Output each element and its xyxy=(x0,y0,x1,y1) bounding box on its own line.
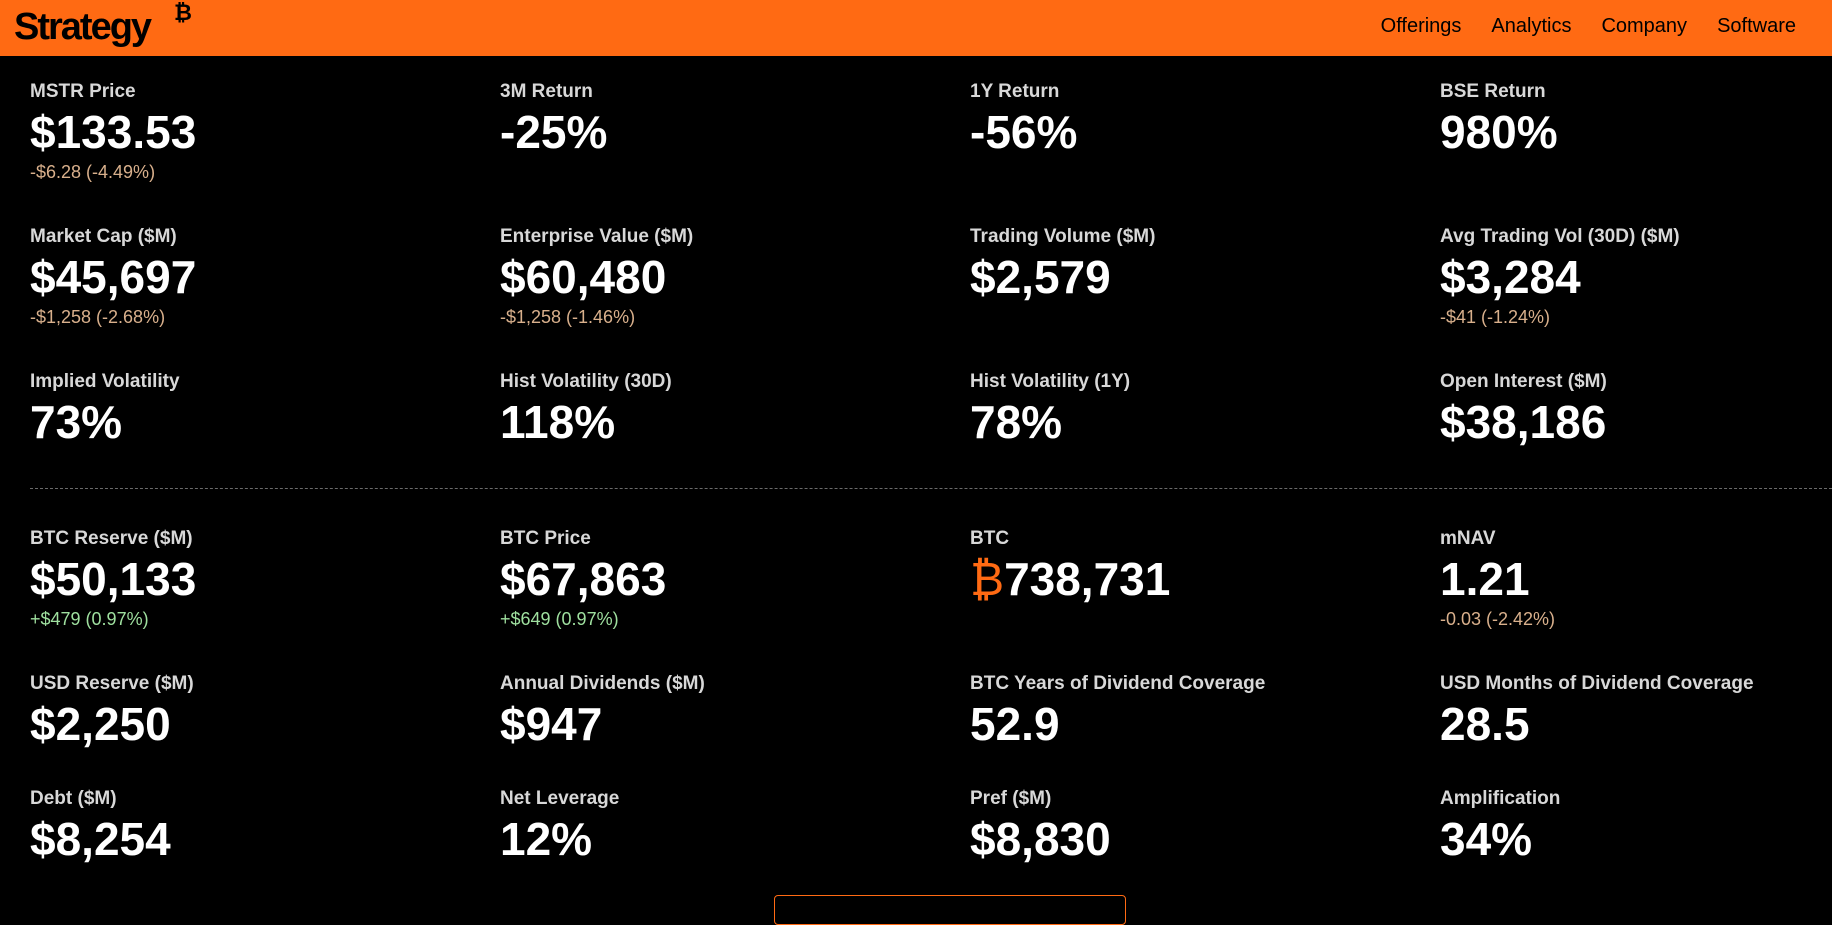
section-divider xyxy=(30,488,1832,489)
metric-btc-holdings: BTC ₿738,731 xyxy=(970,527,1410,605)
metric-amplification: Amplification 34% xyxy=(1440,787,1832,865)
metric-enterprise-value: Enterprise Value ($M) $60,480 -$1,258 (-… xyxy=(500,225,940,329)
metric-mnav: mNAV 1.21 -0.03 (-2.42%) xyxy=(1440,527,1832,631)
metric-label: Hist Volatility (30D) xyxy=(500,371,672,392)
metric-debt: Debt ($M) $8,254 xyxy=(30,787,470,865)
metric-value: 980% xyxy=(1440,106,1558,158)
nav-software[interactable]: Software xyxy=(1717,14,1796,37)
metric-net-leverage: Net Leverage 12% xyxy=(500,787,940,865)
metric-label: 1Y Return xyxy=(970,81,1060,102)
metric-label: USD Reserve ($M) xyxy=(30,673,194,694)
metric-label: MSTR Price xyxy=(30,81,136,102)
metric-value: $8,254 xyxy=(30,813,171,865)
metric-value: $45,697 xyxy=(30,251,197,303)
metric-label: Market Cap ($M) xyxy=(30,226,177,247)
strategy-logo[interactable]: Strategy xyxy=(14,6,152,48)
main-nav: Offerings Analytics Company Software xyxy=(1351,0,1796,52)
metric-label: Implied Volatility xyxy=(30,371,180,392)
metric-label: Trading Volume ($M) xyxy=(970,226,1156,247)
metric-value: 28.5 xyxy=(1440,698,1530,750)
metric-pref: Pref ($M) $8,830 xyxy=(970,787,1410,865)
metric-change: -$1,258 (-1.46%) xyxy=(500,307,636,327)
metric-usd-months-dividend-coverage: USD Months of Dividend Coverage 28.5 xyxy=(1440,672,1832,750)
metric-label: Avg Trading Vol (30D) ($M) xyxy=(1440,226,1680,247)
metric-label: 3M Return xyxy=(500,81,593,102)
metric-btc-price: BTC Price $67,863 +$649 (0.97%) xyxy=(500,527,940,631)
metric-btc-reserve: BTC Reserve ($M) $50,133 +$479 (0.97%) xyxy=(30,527,470,631)
metric-value: $3,284 xyxy=(1440,251,1581,303)
metric-value: 12% xyxy=(500,813,593,865)
metric-label: Amplification xyxy=(1440,788,1561,809)
metric-label: Open Interest ($M) xyxy=(1440,371,1607,392)
metric-value: -56% xyxy=(970,106,1078,158)
metric-label: BTC Years of Dividend Coverage xyxy=(970,673,1266,694)
metric-implied-volatility: Implied Volatility 73% xyxy=(30,370,470,448)
metric-value-number: 738,731 xyxy=(1004,553,1171,605)
metric-change: -$1,258 (-2.68%) xyxy=(30,307,166,327)
metric-value: 34% xyxy=(1440,813,1533,865)
metric-label: Enterprise Value ($M) xyxy=(500,226,694,247)
metric-value: $2,250 xyxy=(30,698,171,750)
metric-annual-dividends: Annual Dividends ($M) $947 xyxy=(500,672,940,750)
metric-value: 78% xyxy=(970,396,1063,448)
nav-offerings[interactable]: Offerings xyxy=(1380,14,1462,37)
metric-bse-return: BSE Return 980% xyxy=(1440,80,1832,158)
metric-label: Pref ($M) xyxy=(970,788,1052,809)
nav-analytics[interactable]: Analytics xyxy=(1491,14,1572,37)
metric-usd-reserve: USD Reserve ($M) $2,250 xyxy=(30,672,470,750)
metric-value: $8,830 xyxy=(970,813,1111,865)
metric-label: BTC Reserve ($M) xyxy=(30,528,193,549)
metric-value: 73% xyxy=(30,396,123,448)
bitcoin-logo-icon: ₿ xyxy=(174,0,192,25)
metric-label: Net Leverage xyxy=(500,788,620,809)
metric-hist-volatility-1y: Hist Volatility (1Y) 78% xyxy=(970,370,1410,448)
bottom-action-button[interactable] xyxy=(774,895,1126,925)
metric-label: Hist Volatility (1Y) xyxy=(970,371,1131,392)
metric-hist-volatility-30d: Hist Volatility (30D) 118% xyxy=(500,370,940,448)
metric-value: $38,186 xyxy=(1440,396,1607,448)
metric-change: +$479 (0.97%) xyxy=(30,609,149,629)
metric-label: mNAV xyxy=(1440,528,1496,549)
metric-label: BTC Price xyxy=(500,528,591,549)
metric-label: Debt ($M) xyxy=(30,788,117,809)
metric-change: -0.03 (-2.42%) xyxy=(1440,609,1556,629)
metric-value: -25% xyxy=(500,106,608,158)
metric-open-interest: Open Interest ($M) $38,186 xyxy=(1440,370,1832,448)
metric-value: $2,579 xyxy=(970,251,1111,303)
metric-value: $67,863 xyxy=(500,553,667,605)
metric-value: 52.9 xyxy=(970,698,1060,750)
metric-value: 118% xyxy=(500,396,616,448)
metric-mstr-price: MSTR Price $133.53 -$6.28 (-4.49%) xyxy=(30,80,470,184)
metric-label: USD Months of Dividend Coverage xyxy=(1440,673,1754,694)
metric-btc-years-dividend-coverage: BTC Years of Dividend Coverage 52.9 xyxy=(970,672,1410,750)
metric-value: $50,133 xyxy=(30,553,197,605)
metric-avg-trading-vol: Avg Trading Vol (30D) ($M) $3,284 -$41 (… xyxy=(1440,225,1832,329)
metric-market-cap: Market Cap ($M) $45,697 -$1,258 (-2.68%) xyxy=(30,225,470,329)
metric-value: ₿738,731 xyxy=(970,553,1410,605)
metric-change: +$649 (0.97%) xyxy=(500,609,619,629)
metric-1y-return: 1Y Return -56% xyxy=(970,80,1410,158)
metric-value: 1.21 xyxy=(1440,553,1530,605)
nav-company[interactable]: Company xyxy=(1601,14,1688,37)
metric-trading-volume: Trading Volume ($M) $2,579 xyxy=(970,225,1410,303)
metric-label: Annual Dividends ($M) xyxy=(500,673,705,694)
metric-change: -$41 (-1.24%) xyxy=(1440,307,1551,327)
metric-value: $60,480 xyxy=(500,251,667,303)
metric-change: -$6.28 (-4.49%) xyxy=(30,162,156,182)
bitcoin-symbol-icon: ₿ xyxy=(970,553,1005,605)
metric-label: BSE Return xyxy=(1440,81,1546,102)
metric-value: $947 xyxy=(500,698,603,750)
metric-3m-return: 3M Return -25% xyxy=(500,80,940,158)
metric-label: BTC xyxy=(970,528,1010,549)
top-header: Strategy ₿ Offerings Analytics Company S… xyxy=(0,0,1832,56)
metric-value: $133.53 xyxy=(30,106,197,158)
